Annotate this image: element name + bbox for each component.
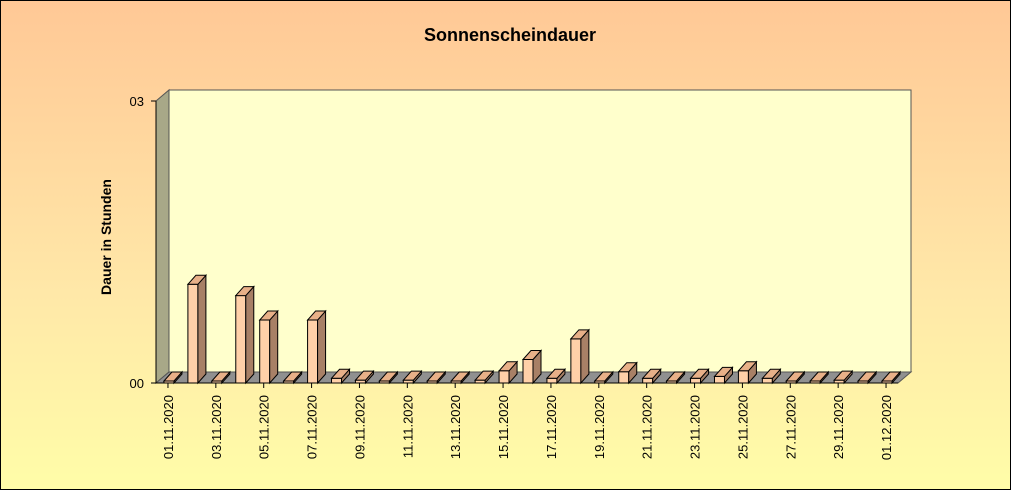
- bar-top: [689, 368, 710, 379]
- bar-top: [785, 371, 806, 382]
- bar-front: [522, 359, 534, 384]
- bar-front: [498, 370, 510, 384]
- y-tick-label: 03: [130, 94, 144, 109]
- bar: [856, 370, 878, 385]
- bar: [402, 369, 423, 385]
- bar: [497, 360, 519, 385]
- bar-front: [259, 319, 271, 384]
- bar-top: [713, 366, 734, 377]
- bar-top: [210, 371, 231, 382]
- bar-top: [617, 362, 638, 373]
- bar: [258, 309, 279, 385]
- bar-front: [713, 375, 725, 384]
- y-tick-label: 00: [130, 376, 144, 391]
- bar-front: [761, 377, 773, 384]
- bar: [306, 309, 327, 385]
- x-tick-label: 27.11.2020: [783, 395, 798, 459]
- bar: [378, 370, 399, 385]
- bar-top: [450, 371, 471, 382]
- chart-title: Sonnenscheindauer: [424, 25, 596, 45]
- bar: [880, 370, 902, 385]
- bar-top: [809, 371, 830, 382]
- bar-top: [497, 361, 519, 372]
- bar-top: [593, 371, 614, 382]
- bar-front: [570, 338, 582, 384]
- bar: [234, 285, 255, 385]
- bar-front: [187, 283, 199, 384]
- bar-top: [521, 350, 543, 360]
- x-tick-label: 07.11.2020: [305, 395, 320, 459]
- x-tick-label: 23.11.2020: [688, 395, 703, 459]
- bar: [545, 367, 567, 385]
- bar-front: [307, 319, 319, 384]
- bar-top: [306, 310, 327, 321]
- y-axis-label: Dauer in Stunden: [98, 179, 114, 295]
- bar-top: [426, 371, 447, 382]
- bar-front: [546, 377, 558, 384]
- bar-top: [833, 370, 854, 381]
- bar: [450, 370, 471, 385]
- x-tick-label: 11.11.2020: [400, 395, 415, 458]
- x-tick-label: 15.11.2020: [496, 395, 511, 459]
- x-tick-label: 01.11.2020: [161, 395, 176, 459]
- bar-top: [880, 371, 902, 382]
- bar: [785, 370, 806, 385]
- bar-top: [641, 368, 662, 379]
- bar-front: [737, 370, 749, 384]
- bar-top: [665, 371, 686, 382]
- x-tick-label: 13.11.2020: [448, 395, 463, 459]
- x-tick-label: 01.12.2020: [879, 395, 894, 460]
- bar: [186, 273, 208, 385]
- bar-top: [354, 370, 375, 381]
- bar-top: [186, 274, 208, 285]
- bar-top: [402, 370, 423, 381]
- bar: [162, 370, 184, 385]
- back-wall: [168, 89, 912, 373]
- bar-top: [737, 361, 758, 372]
- bar-front: [690, 377, 702, 384]
- x-tick-label: 21.11.2020: [640, 395, 655, 459]
- bar-side: [197, 273, 207, 385]
- bar-top: [569, 329, 590, 340]
- bar-top: [234, 286, 255, 297]
- bar-top: [545, 368, 567, 379]
- bar-top: [258, 310, 279, 321]
- bar-side: [317, 309, 327, 385]
- bar: [426, 370, 447, 385]
- bar: [737, 360, 758, 385]
- x-tick-label: 09.11.2020: [352, 395, 367, 459]
- x-tick-label: 25.11.2020: [735, 395, 750, 459]
- x-tick-label: 19.11.2020: [592, 395, 607, 459]
- bar-top: [761, 368, 782, 379]
- x-tick-label: 17.11.2020: [544, 395, 559, 459]
- bar: [593, 370, 614, 385]
- bar-front: [642, 377, 654, 384]
- bar-side: [269, 309, 279, 385]
- bar: [330, 367, 351, 385]
- bar-top: [378, 371, 399, 382]
- bar: [617, 361, 638, 385]
- bar-top: [330, 368, 351, 379]
- x-tick-label: 29.11.2020: [831, 395, 846, 459]
- bar-side: [245, 285, 255, 385]
- bar-front: [235, 295, 247, 384]
- bar-top: [162, 371, 184, 382]
- bar: [569, 328, 590, 385]
- bar-top: [474, 370, 495, 381]
- side-wall: [155, 88, 170, 385]
- bar-front: [331, 377, 343, 384]
- x-tick-label: 05.11.2020: [257, 395, 272, 459]
- bar-top: [856, 371, 878, 382]
- bar: [354, 369, 375, 385]
- bar: [641, 367, 662, 385]
- bar: [210, 370, 231, 385]
- bar: [761, 367, 782, 385]
- x-tick-label: 03.11.2020: [209, 395, 224, 459]
- bar: [689, 367, 710, 385]
- bar-front: [618, 371, 630, 384]
- bar-top: [282, 371, 303, 382]
